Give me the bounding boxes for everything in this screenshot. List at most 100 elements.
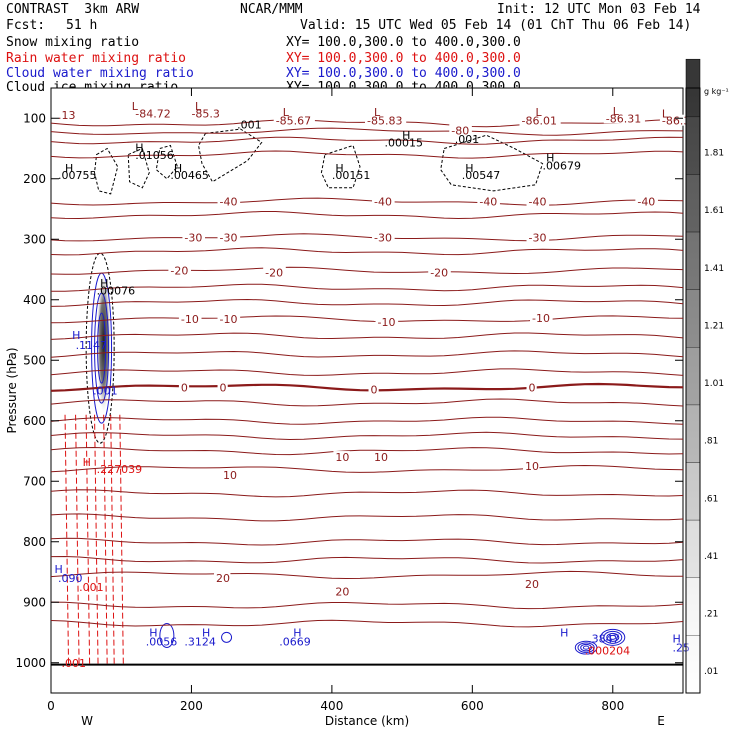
x-tick-label: 0: [47, 699, 55, 713]
extremum-label: L: [283, 106, 290, 119]
temperature-label-bg: [449, 124, 472, 136]
cloud-water-contour: [574, 640, 598, 655]
point-value-label: .13: [58, 109, 75, 122]
isotherm: [51, 283, 684, 292]
temperature-label: -30: [220, 231, 238, 244]
temperature-label: -40: [637, 196, 655, 209]
temperature-label-bg: [263, 266, 286, 278]
isotherm: [50, 350, 684, 358]
cloud-ice-contour: [320, 144, 361, 189]
isotherm: [50, 211, 684, 220]
extremum-label: H: [55, 563, 63, 576]
temperature-label-bg: [523, 578, 540, 590]
extremum-label: H: [100, 277, 108, 290]
temperature-label-bg: [372, 195, 395, 207]
y-tick-label: 400: [23, 293, 46, 307]
colorbar-label: .81: [704, 437, 718, 447]
extremum-label: H: [402, 129, 410, 142]
temperature-label-bg: [635, 195, 658, 207]
temperature-label-bg: [368, 383, 379, 395]
x-tick-label: 600: [461, 699, 484, 713]
colorbar-label: 1.61: [704, 206, 724, 216]
y-tick-label: 600: [23, 414, 46, 428]
temperature-label: -10: [220, 313, 238, 326]
temperature-label: -86.31: [606, 112, 641, 125]
temperature-label-bg: [217, 195, 241, 207]
point-value-label: .00151: [332, 169, 371, 182]
colorbar-label: .61: [704, 494, 718, 504]
point-value-label: .00465: [170, 169, 209, 182]
temperature-label-bg: [189, 107, 225, 119]
colorbar-label: 1.01: [704, 379, 724, 389]
temperature-label: -40: [220, 196, 238, 209]
point-value-label: .090: [58, 572, 82, 585]
point-value-label: .0669: [279, 636, 311, 649]
extremum-label: H: [149, 627, 157, 640]
cloud-water-contour: [97, 312, 107, 384]
x-tick-label: 400: [320, 699, 343, 713]
isotherm: [50, 601, 684, 610]
colorbar-unit: g kg⁻¹: [704, 87, 729, 96]
extremum-label: L: [374, 106, 381, 119]
y-axis-label: Pressure (hPa): [5, 347, 19, 433]
east-endpoint-label: E: [657, 714, 665, 728]
temperature-label-bg: [365, 114, 407, 126]
temperature-label-bg: [372, 231, 395, 243]
cloud-ice-contour: [440, 134, 544, 192]
temperature-label: 20: [216, 572, 230, 585]
temperature-label-bg: [477, 195, 500, 207]
temperature-label: 10: [223, 469, 237, 482]
temperature-label: 10: [335, 451, 349, 464]
isotherm: [50, 431, 684, 441]
field-cloudwater-name: Cloud water mixing ratio: [6, 66, 194, 81]
isotherm: [50, 489, 684, 498]
temperature-label: -20: [265, 267, 283, 280]
model-title: CONTRAST 3km ARW: [6, 2, 140, 17]
temperature-label-bg: [603, 112, 645, 124]
y-tick-label: 1000: [15, 656, 46, 670]
cloud-water-contour: [609, 634, 617, 640]
temperature-label: -30: [184, 231, 202, 244]
point-value-label: .001: [93, 385, 118, 398]
cloud-ice-contour: [155, 144, 178, 180]
colorbar-label: .01: [704, 667, 718, 677]
isotherm: [50, 247, 684, 256]
temperature-label: 0: [181, 381, 188, 394]
cloud-ice-contour: [127, 147, 150, 189]
contour-labels: -84.72 -85.3-85.67 -85.83 -86.01 -86.31 -86.3…: [55, 100, 702, 670]
isotherm: [50, 368, 684, 376]
temperature-label: 10: [374, 451, 388, 464]
rain-water-contour: [110, 414, 115, 665]
rain-water-contour: [119, 414, 124, 665]
temperature-label-bg: [375, 316, 399, 328]
point-value-label: .0056: [146, 636, 178, 649]
cloud-water-contour: [580, 643, 592, 652]
temperature-label: 0: [529, 381, 536, 394]
isotherm: [50, 332, 684, 340]
isotherm: [50, 416, 684, 425]
field-rain-name: Rain water mixing ratio: [6, 51, 187, 66]
temperature-label: -20: [430, 267, 448, 280]
snow-contour: [85, 252, 115, 444]
temperature-label-bg: [178, 381, 190, 393]
extremum-label: H: [546, 152, 554, 165]
temperature-label: -40: [529, 196, 547, 209]
cloud-water-contour: [600, 628, 626, 646]
cloud-ice-contour: [197, 128, 263, 183]
temperature-label-bg: [333, 585, 350, 597]
cloud-ice-contour: [93, 147, 119, 195]
isotherm--10: [50, 315, 684, 324]
extremum-label: H: [65, 162, 73, 175]
field-cloudwater-xy: XY= 100.0,300.0 to 400.0,300.0: [286, 66, 521, 81]
extremum-label: L: [132, 100, 139, 113]
colorbar-frame: [685, 87, 701, 694]
temperature-label: -10: [532, 312, 550, 325]
point-value-label: .00547: [462, 169, 501, 182]
x-axis-label: Distance (km): [325, 714, 409, 728]
temperature-label: 20: [525, 578, 539, 591]
point-value-label: .001: [79, 581, 104, 594]
extremum-label: H: [174, 162, 182, 175]
point-value-label: .000204: [585, 645, 631, 658]
extremum-label: H: [72, 329, 80, 342]
